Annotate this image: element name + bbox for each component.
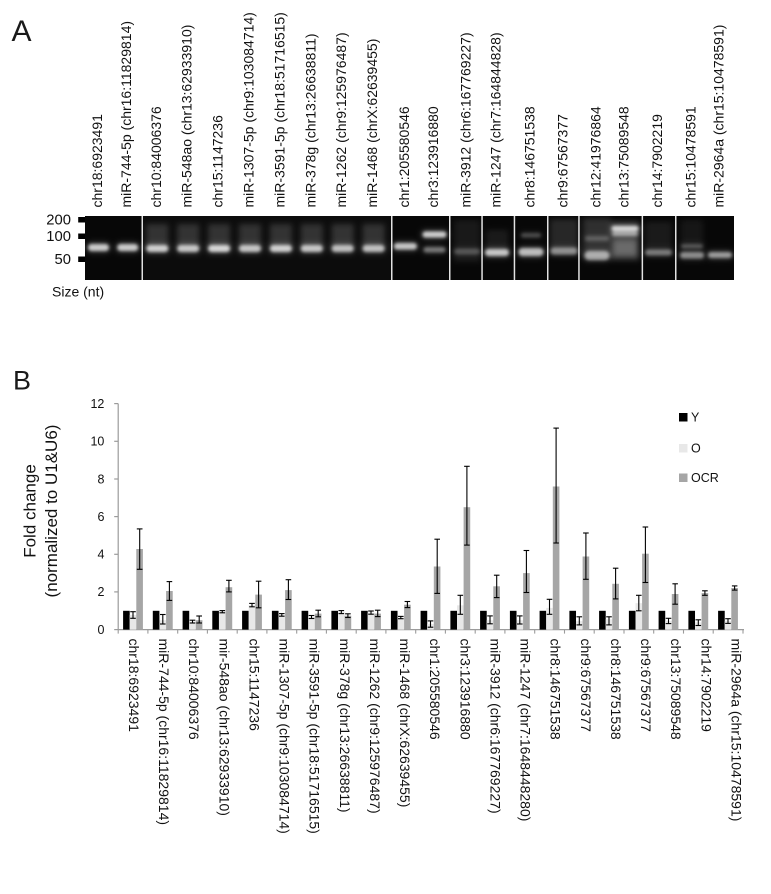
svg-text:miR-1262 (chr9:125976487): miR-1262 (chr9:125976487) (367, 639, 383, 814)
svg-text:chr9:67567377: chr9:67567377 (638, 639, 654, 733)
svg-text:2: 2 (97, 585, 104, 599)
svg-text:A: A (12, 15, 32, 48)
svg-text:chr18:6923491: chr18:6923491 (126, 639, 142, 733)
svg-text:miR-1468 (chrX:62639455): miR-1468 (chrX:62639455) (364, 39, 380, 208)
svg-text:O: O (691, 442, 701, 456)
svg-text:chr10:84006376: chr10:84006376 (186, 639, 202, 740)
svg-text:chr8:146751538: chr8:146751538 (608, 639, 624, 740)
svg-text:chr9:67567377: chr9:67567377 (555, 114, 571, 208)
svg-text:(normalized to U1&U6): (normalized to U1&U6) (42, 425, 61, 598)
svg-text:miR-1262 (chr9:125976487): miR-1262 (chr9:125976487) (333, 32, 349, 207)
svg-text:Y: Y (691, 411, 700, 425)
svg-text:miR-744-5p (chr16:11829814): miR-744-5p (chr16:11829814) (118, 21, 134, 208)
svg-text:mir-548ao (chr13:62933910): mir-548ao (chr13:62933910) (216, 639, 232, 816)
svg-text:miR-378g (chr13:26638811): miR-378g (chr13:26638811) (337, 639, 353, 813)
svg-text:miR-1468 (chrX:62639455): miR-1468 (chrX:62639455) (397, 639, 413, 808)
svg-text:chr3:123916880: chr3:123916880 (457, 639, 473, 740)
svg-text:6: 6 (97, 510, 104, 524)
svg-text:chr13:75089548: chr13:75089548 (616, 106, 632, 207)
svg-text:miR-2964a (chr15:10478591): miR-2964a (chr15:10478591) (729, 639, 745, 822)
svg-text:OCR: OCR (691, 471, 719, 485)
svg-text:chr15:1147236: chr15:1147236 (246, 639, 262, 732)
svg-text:chr10:84006376: chr10:84006376 (148, 106, 164, 207)
svg-text:12: 12 (90, 397, 104, 411)
svg-text:100: 100 (46, 229, 71, 245)
svg-text:B: B (13, 366, 31, 396)
svg-text:Size (nt): Size (nt) (52, 284, 104, 300)
svg-text:miR-3591-5p (chr18:51716515): miR-3591-5p (chr18:51716515) (271, 12, 287, 207)
svg-text:chr14:7902219: chr14:7902219 (649, 114, 665, 208)
svg-text:miR-1307-5p (chr9:103084714): miR-1307-5p (chr9:103084714) (277, 639, 293, 834)
svg-text:chr12:41976864: chr12:41976864 (588, 106, 604, 207)
svg-text:chr8:146751538: chr8:146751538 (522, 106, 538, 207)
svg-text:miR-1307-5p (chr9:103084714): miR-1307-5p (chr9:103084714) (241, 12, 257, 207)
svg-text:chr13:75089548: chr13:75089548 (668, 639, 684, 740)
svg-text:miR-3912 (chr6:167769227): miR-3912 (chr6:167769227) (488, 639, 504, 814)
svg-text:chr9:67567377: chr9:67567377 (578, 639, 594, 733)
svg-text:0: 0 (97, 623, 104, 637)
svg-text:chr8:146751538: chr8:146751538 (548, 639, 564, 740)
svg-text:50: 50 (55, 252, 71, 268)
svg-text:200: 200 (46, 213, 71, 229)
svg-text:miR-378g (chr13:26638811): miR-378g (chr13:26638811) (302, 33, 318, 207)
svg-text:4: 4 (97, 548, 104, 562)
svg-text:miR-3591-5p (chr18:51716515): miR-3591-5p (chr18:51716515) (307, 639, 323, 834)
svg-text:miR-2964a (chr15:10478591): miR-2964a (chr15:10478591) (711, 25, 727, 208)
svg-text:chr1:205580546: chr1:205580546 (427, 639, 443, 740)
svg-text:chr14:7902219: chr14:7902219 (698, 639, 714, 733)
svg-text:miR-744-5p (chr16:11829814): miR-744-5p (chr16:11829814) (156, 639, 172, 826)
svg-text:miR-3912 (chr6:167769227): miR-3912 (chr6:167769227) (458, 32, 474, 207)
svg-text:miR-548ao (chr13:62933910): miR-548ao (chr13:62933910) (179, 25, 195, 208)
svg-text:chr3:123916880: chr3:123916880 (425, 106, 441, 207)
svg-text:Fold change: Fold change (21, 464, 40, 558)
svg-text:8: 8 (97, 472, 104, 486)
svg-text:chr15:1147236: chr15:1147236 (210, 115, 226, 208)
svg-text:chr15:10478591: chr15:10478591 (683, 106, 699, 207)
svg-text:chr18:6923491: chr18:6923491 (89, 114, 105, 208)
svg-text:miR-1247 (chr7:1648448280): miR-1247 (chr7:1648448280) (518, 639, 534, 822)
svg-text:chr1:205580546: chr1:205580546 (396, 106, 412, 207)
svg-text:10: 10 (90, 435, 104, 449)
svg-text:miR-1247 (chr7:164844828): miR-1247 (chr7:164844828) (488, 32, 504, 207)
